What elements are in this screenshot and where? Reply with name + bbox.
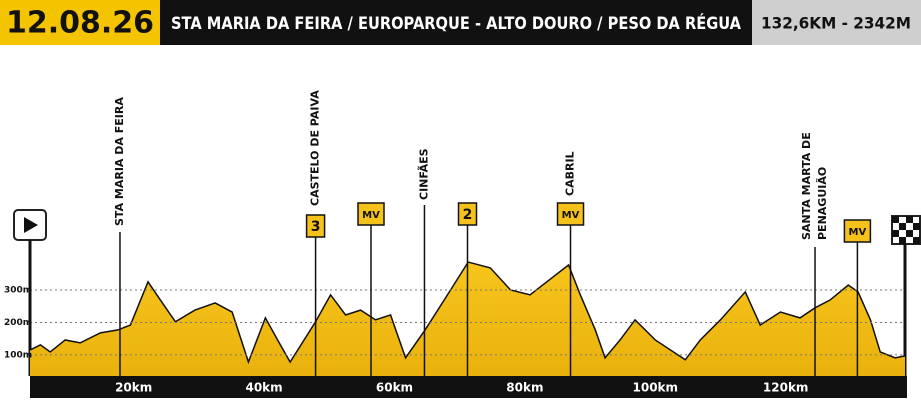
x-tick-label: 40km [245,381,282,395]
climb-label: MV [849,227,867,238]
climb-badge [556,202,585,226]
stats-box [752,0,921,45]
climb-badge [843,219,872,243]
y-tick-label: 200m [4,318,32,328]
town-label: PENAGUIÃO [816,167,829,240]
climb-label: MV [562,210,580,221]
x-tick-label: 80km [506,381,543,395]
town-label: STA MARIA DA FEIRA [113,97,126,226]
climb-label: 3 [311,219,321,235]
x-axis-band [30,376,907,398]
climb-badge [357,202,385,226]
start-icon [13,209,47,241]
climb-badge [457,202,478,226]
finish-icon [891,215,921,245]
date-box [0,0,160,45]
climb-badge [305,214,326,238]
date: 12.08.26 [6,6,154,41]
y-tick-label: 300m [4,285,32,295]
town-label: CABRIL [564,151,577,196]
y-tick-label: 100m [4,350,32,360]
town-label: CINFÃES [417,148,430,200]
x-tick-label: 100km [633,381,679,395]
x-tick-label: 120km [763,381,809,395]
title-box [160,0,752,45]
x-tick-label: 20km [115,381,152,395]
climb-label: 2 [463,207,473,223]
town-label: CASTELO DE PAIVA [309,90,322,206]
elevation-line [29,261,906,365]
chart-title: STA MARIA DA FEIRA / EUROPARQUE - ALTO D… [171,12,742,34]
x-tick-label: 60km [376,381,413,395]
town-label: SANTA MARTA DE [800,132,813,240]
distance: 132,6KM - 2342M [761,14,911,33]
climb-label: MV [362,210,380,221]
